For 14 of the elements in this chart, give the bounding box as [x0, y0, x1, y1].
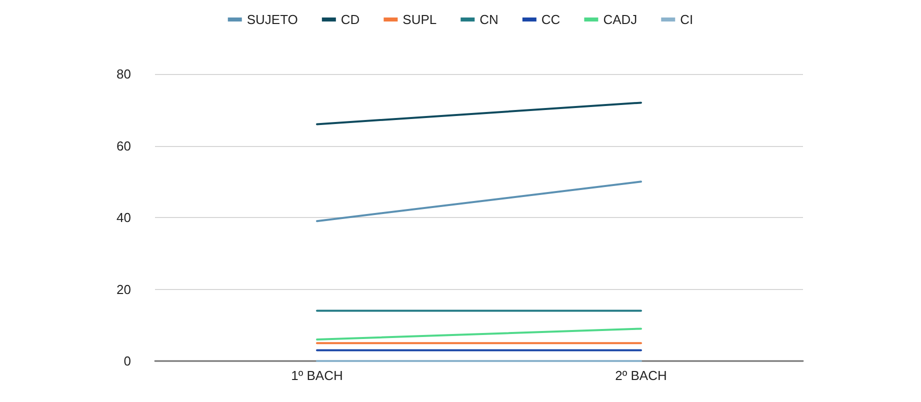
y-tick-label: 0 — [124, 354, 131, 368]
legend-label: CADJ — [603, 12, 638, 27]
y-tick-label: 80 — [116, 66, 131, 82]
y-tick-label: 20 — [116, 282, 131, 297]
legend-label: SUJETO — [246, 12, 298, 27]
y-tick-label: 40 — [116, 210, 131, 225]
legend-label: CD — [340, 12, 360, 27]
legend-label: CC — [541, 12, 560, 27]
legend-label: CN — [480, 12, 498, 27]
x-tick-label: 1º BACH — [291, 368, 343, 383]
legend-label: SUPL — [402, 12, 437, 27]
x-tick-label: 2º BACH — [615, 368, 667, 383]
y-tick-label: 60 — [116, 138, 131, 154]
legend-label: CI — [680, 12, 694, 27]
